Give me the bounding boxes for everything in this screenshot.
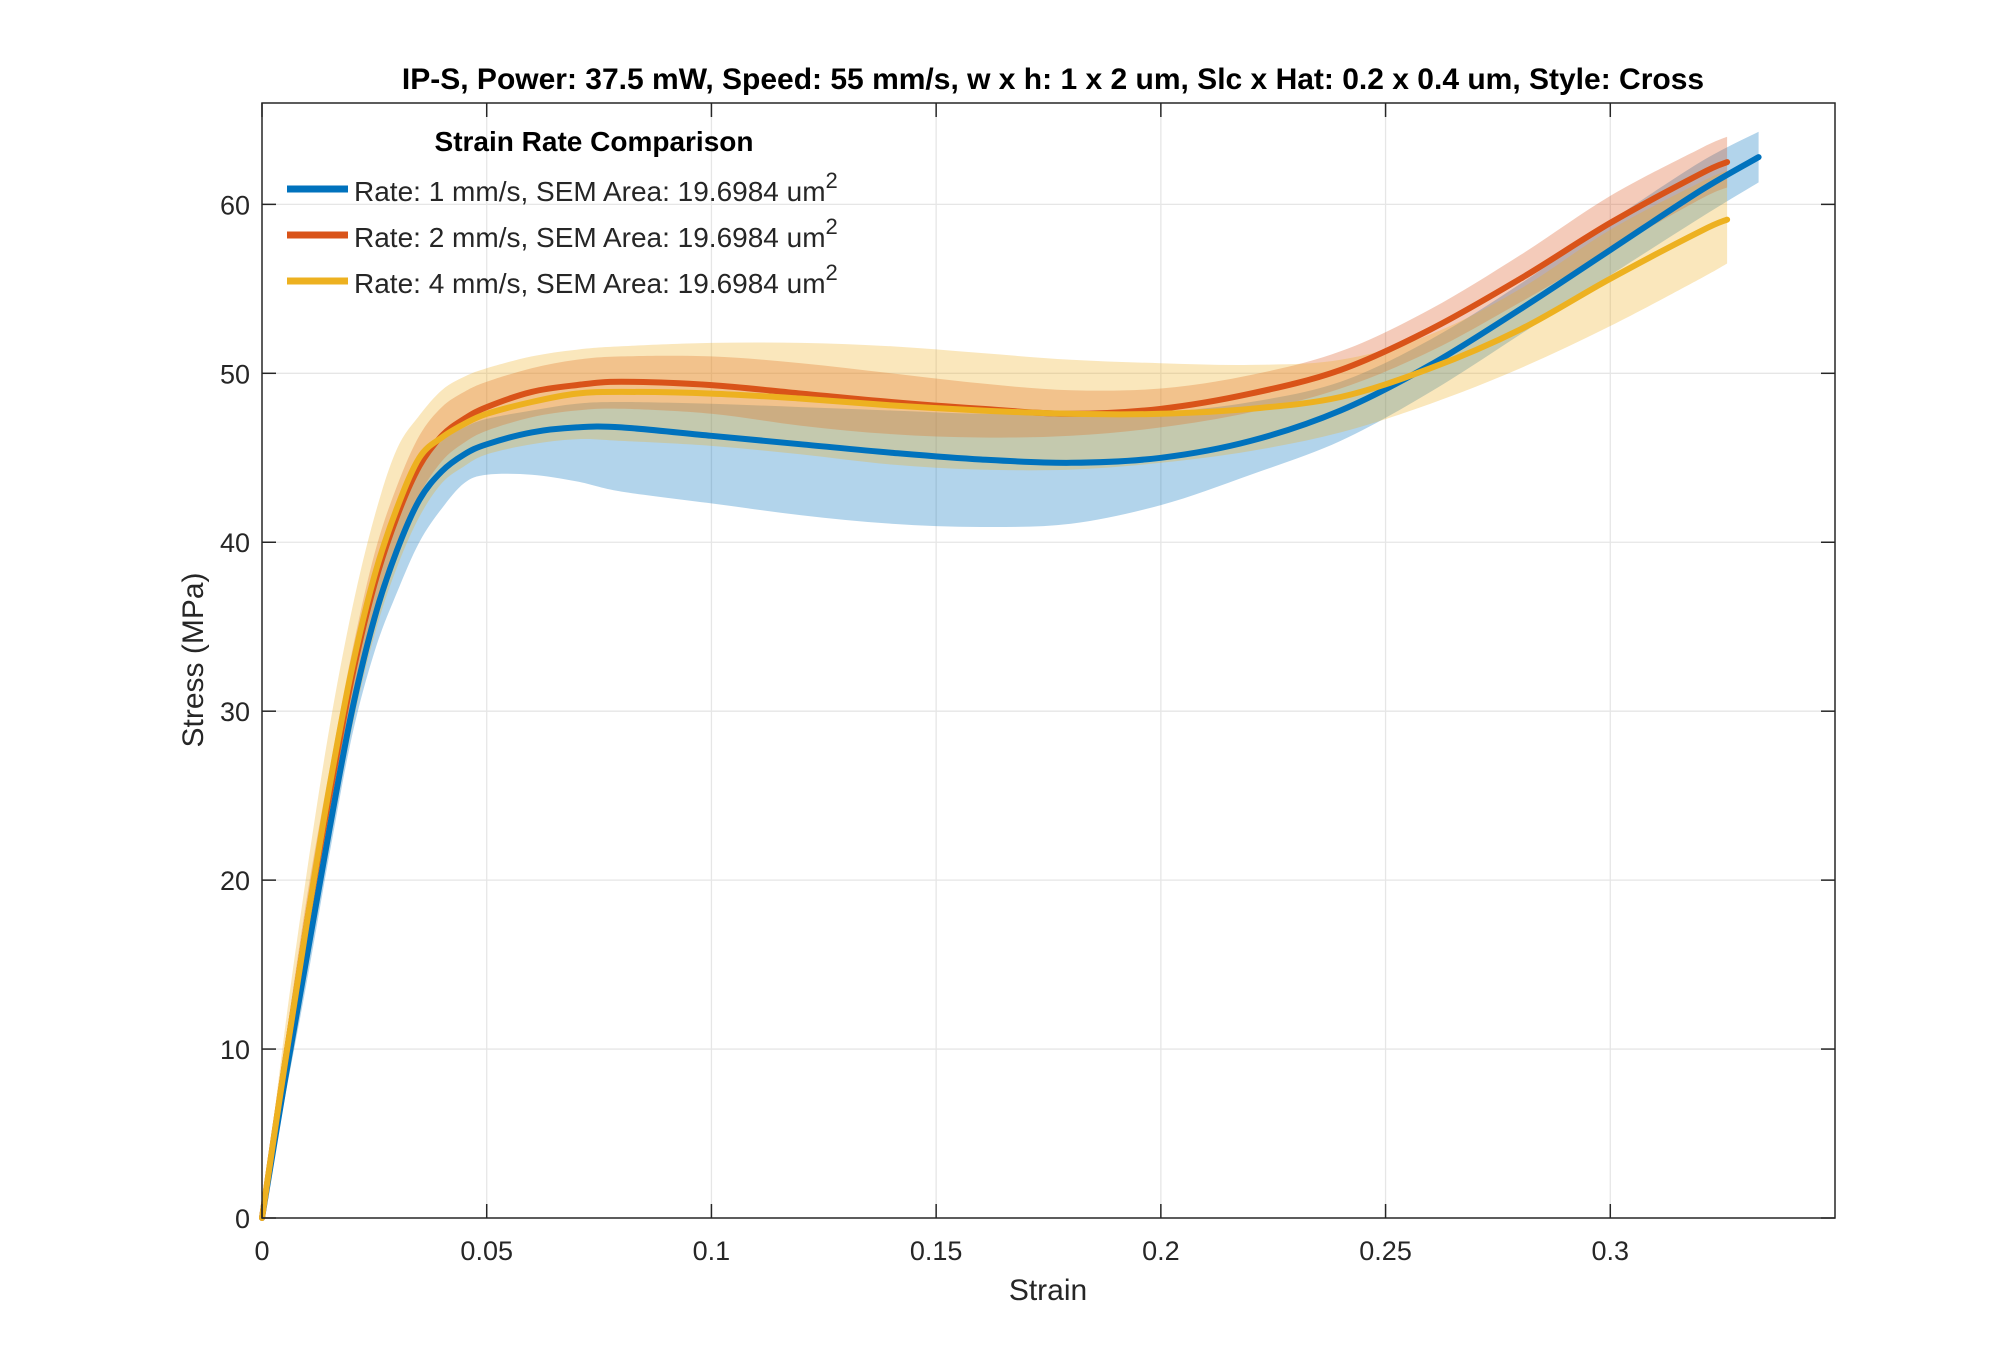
y-tick-label: 30 bbox=[220, 697, 250, 727]
y-tick-label: 60 bbox=[220, 190, 250, 220]
legend-title: Strain Rate Comparison bbox=[435, 126, 754, 157]
axis-ticks: 0 0.05 0.1 0.15 0.2 0.25 0.3 0 10 20 30 40 50 60 bbox=[220, 103, 1835, 1266]
y-tick-label: 40 bbox=[220, 528, 250, 558]
legend-entry-superscript: 2 bbox=[826, 214, 838, 239]
x-axis-label: Strain bbox=[1009, 1274, 1087, 1307]
x-tick-label: 0 bbox=[254, 1236, 269, 1266]
x-tick-label: 0.3 bbox=[1592, 1236, 1630, 1266]
chart-title: IP-S, Power: 37.5 mW, Speed: 55 mm/s, w … bbox=[402, 63, 1704, 96]
x-tick-label: 0.1 bbox=[693, 1236, 731, 1266]
confidence-band-2 bbox=[262, 136, 1728, 1218]
plot-frame bbox=[261, 102, 1836, 1219]
series-lines bbox=[259, 154, 1762, 1221]
confidence-bands bbox=[262, 131, 1759, 1219]
plot-area bbox=[262, 103, 1835, 1218]
y-tick-label: 0 bbox=[235, 1204, 250, 1234]
x-tick-label: 0.2 bbox=[1142, 1236, 1180, 1266]
y-axis-label: Stress (MPa) bbox=[177, 572, 210, 747]
confidence-band-1 bbox=[262, 131, 1759, 1219]
series-line-3 bbox=[259, 216, 1731, 1221]
y-tick-label: 10 bbox=[220, 1035, 250, 1065]
grid bbox=[262, 103, 1835, 1218]
x-tick-label: 0.15 bbox=[910, 1236, 963, 1266]
confidence-band-3 bbox=[262, 170, 1728, 1219]
y-tick-label: 50 bbox=[220, 359, 250, 389]
y-tick-label: 20 bbox=[220, 866, 250, 896]
legend-entry-superscript: 2 bbox=[826, 168, 838, 193]
legend-entry-superscript: 2 bbox=[826, 260, 838, 285]
x-tick-label: 0.25 bbox=[1359, 1236, 1412, 1266]
x-tick-label: 0.05 bbox=[460, 1236, 513, 1266]
